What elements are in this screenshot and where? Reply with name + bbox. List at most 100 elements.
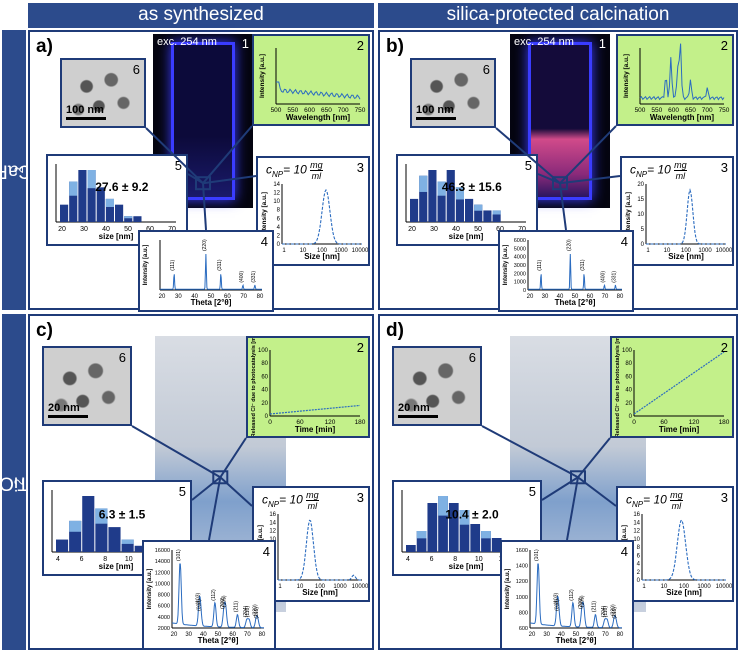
xrd-plot: 20 30 40 50 60 70 80 Theta [2°θ] Intensity [a.u.… — [143, 239, 264, 307]
column-header-as-synthesized: as synthesized — [28, 3, 374, 28]
xrd-peak-label: (220) — [252, 604, 258, 616]
xrd-peak-label: (204) — [601, 605, 607, 617]
panel-number-6: 6 — [132, 62, 140, 77]
dls-xtick: 1000 — [698, 248, 712, 254]
xrd-ytick: 1000 — [514, 280, 526, 286]
panel-number-6: 6 — [468, 350, 476, 365]
dls-ytick: 10 — [637, 212, 644, 218]
histogram-bar — [133, 216, 142, 222]
concentration-label: cNP= 10 mg ml — [266, 160, 323, 181]
dls-xtick: 10000 — [716, 584, 732, 590]
dls-ytick: 0 — [641, 242, 645, 248]
xrd-ytick: 6000 — [158, 604, 170, 610]
quadrant-b: exc. 254 nm 1 b) 6 100 nm 2 500 550 600 650 700 750… — [378, 30, 738, 312]
dls-xtick: 1 — [646, 248, 650, 254]
size-mean-label: 10.4 ± 2.0 — [445, 507, 499, 521]
tem-image-panel: 6 100 nm — [60, 58, 146, 128]
emission-spectrum-panel: 2 500 550 600 650 700 750 Wavelength [nm] Intens… — [252, 34, 370, 126]
xrd-pattern — [160, 253, 262, 290]
histogram-xtick: 70 — [168, 226, 176, 233]
histogram-bar — [410, 198, 419, 222]
xrd-ytick: 1400 — [516, 564, 528, 570]
histogram-bar — [69, 181, 78, 222]
dls-ytick: 16 — [633, 512, 640, 518]
xrd-peak-label: (004) — [555, 599, 561, 611]
dls-xtick: 1 — [282, 248, 286, 254]
dls-ytick: 12 — [273, 191, 280, 197]
dls-xtick: 10000 — [352, 248, 368, 254]
xrd-peak-label: (311) — [580, 259, 586, 271]
dls-ytick: 10 — [273, 199, 280, 205]
dls-ytick: 2 — [637, 570, 641, 576]
xrd-xtick: 60 — [229, 632, 236, 638]
histogram-bar — [438, 496, 448, 552]
concentration-label: cNP= 10 mg ml — [630, 160, 687, 181]
dls-curve — [282, 188, 362, 245]
xrd-peak-label: (105) — [222, 595, 228, 607]
histogram-xtick: 8 — [453, 556, 457, 563]
xrd-xtick: 60 — [587, 632, 594, 638]
xrd-xtick: 40 — [557, 294, 564, 300]
tem-scale-label: 20 nm — [398, 402, 430, 414]
dls-xlabel: Size [nm] — [666, 588, 702, 597]
photo-ytick: 40 — [625, 388, 632, 394]
histogram-bar — [481, 531, 491, 552]
xrd-peak-label: (112) — [211, 589, 217, 601]
panel-number-4: 4 — [620, 544, 628, 559]
histogram-xtick: 30 — [80, 226, 88, 233]
quadrant-label: b) — [386, 36, 404, 57]
panel-number-3: 3 — [356, 160, 364, 175]
xrd-ytick: 2000 — [158, 626, 170, 632]
xrd-xlabel: Theta [2°θ] — [556, 636, 597, 645]
xrd-xlabel: Theta [2°θ] — [198, 636, 239, 645]
histogram-xlabel: size [nm] — [99, 562, 134, 571]
xrd-ytick: 10000 — [155, 581, 170, 587]
xrd-ytick: 2000 — [514, 271, 526, 277]
xrd-peak-label: (331) — [611, 271, 617, 283]
spectrum-xtick: 550 — [287, 107, 298, 114]
panel-number-2: 2 — [356, 38, 364, 53]
xrd-plot: 2000 4000 6000 8000 10000 12000 14000 16000 20 30… — [147, 548, 266, 645]
tem-scale-bar — [398, 415, 438, 418]
photocatalysis-panel: 2 0 60 120 180 0 20 40 60 80 100 Time [min] Released… — [610, 336, 734, 438]
xrd-plot: 0 1000 2000 3000 4000 5000 6000 20 30 40 50 60 70 80 T… — [503, 238, 624, 307]
xrd-xtick: 50 — [572, 294, 579, 300]
histogram-plot: 468101214size [nm]6.3 ± 1.5 — [51, 490, 180, 571]
xrd-ytick: 6000 — [514, 238, 526, 244]
histogram-bar — [419, 175, 428, 222]
xrd-ytick: 12000 — [155, 570, 170, 576]
histogram-bar — [96, 187, 105, 222]
xrd-xlabel: Theta [2°θ] — [555, 298, 596, 307]
panel-number-5: 5 — [174, 158, 182, 173]
photo-ytick: 60 — [261, 374, 268, 380]
excitation-label: exc. 254 nm — [514, 36, 574, 48]
xrd-xtick: 30 — [175, 294, 182, 300]
spectrum-xtick: 700 — [702, 107, 713, 114]
xrd-peak-label: (200) — [578, 597, 584, 609]
dls-ytick: 0 — [277, 242, 281, 248]
tem-scale-label: 100 nm — [416, 104, 454, 116]
dls-panel: 3 cNP= 10 mg ml 0 5 10 15 20 1 10 100 1000 10000 Size… — [620, 156, 734, 266]
xrd-ytick: 1600 — [516, 548, 528, 554]
histogram-bar — [108, 527, 121, 552]
spectrum-xtick: 750 — [355, 107, 366, 114]
histogram-xtick: 10 — [475, 556, 483, 563]
xrd-panel: 4 2000 4000 6000 8000 10000 12000 14000 16000 20 3… — [142, 540, 276, 650]
quadrant-label: c) — [36, 320, 53, 341]
xrd-peak-label: (220) — [610, 604, 616, 616]
histogram-bar — [470, 524, 481, 552]
spectrum-line — [276, 81, 361, 100]
excitation-label: exc. 254 nm — [157, 36, 217, 48]
histogram-xlabel: size [nm] — [449, 232, 484, 241]
dls-xtick: 10 — [297, 584, 304, 590]
size-mean-label: 27.6 ± 9.2 — [95, 180, 149, 194]
xrd-xtick: 70 — [602, 294, 609, 300]
dls-ytick: 5 — [641, 227, 645, 233]
xrd-peak-label: (112) — [569, 589, 575, 601]
histogram-bar — [428, 170, 437, 222]
photo-ylabel: Released Cl⁻ due to photocatalysis [mg/l… — [615, 338, 621, 436]
histogram-bar — [87, 170, 96, 222]
dls-ylabel: Intensity [a.u.] — [261, 192, 268, 236]
panel-2-plot: 0 60 120 180 0 20 40 60 80 100 Time [min] Released … — [251, 338, 366, 436]
spectrum-xtick: 500 — [635, 107, 646, 114]
